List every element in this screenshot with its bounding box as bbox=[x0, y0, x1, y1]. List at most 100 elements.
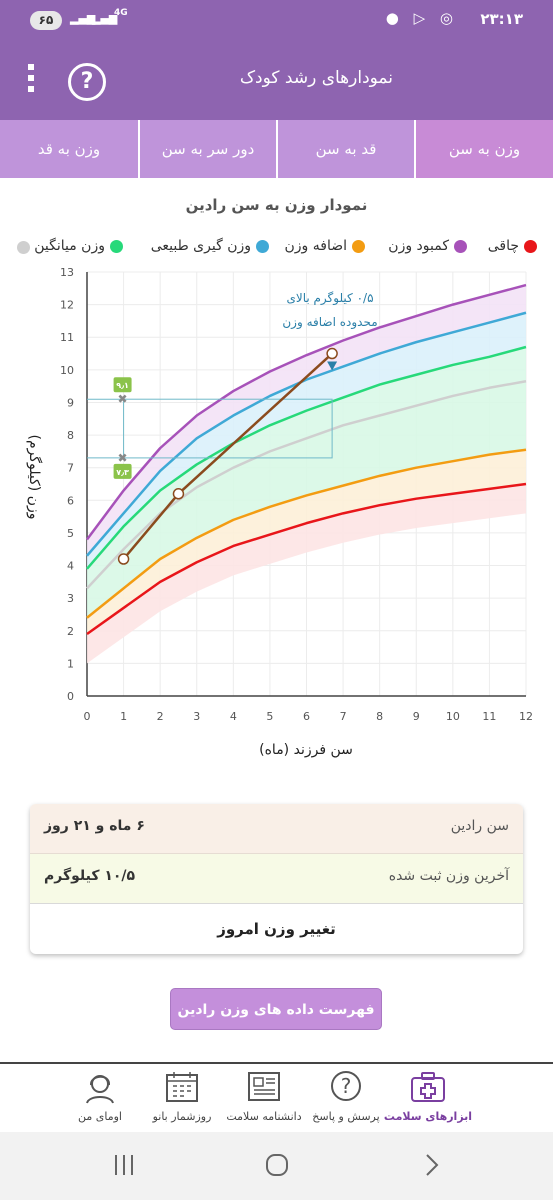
legend-item-normal: وزن گیری طبیعی bbox=[151, 238, 269, 254]
legend-item-obese: چاقی bbox=[488, 238, 537, 254]
y-tick-label: 13 bbox=[60, 266, 74, 279]
legend-dot-icon bbox=[17, 241, 30, 254]
overflow-menu-icon[interactable] bbox=[26, 64, 36, 98]
app-bar: ? نمودارهای رشد کودک bbox=[0, 40, 553, 120]
nav-health-tools[interactable]: ابزارهای سلامت bbox=[378, 1070, 478, 1123]
help-icon[interactable]: ? bbox=[68, 63, 106, 101]
bottom-navigation: ابزارهای سلامت ? پرسش و پاسخ دانشنامه سل… bbox=[0, 1062, 553, 1132]
percentile-band bbox=[87, 484, 526, 664]
percentile-curve bbox=[86, 345, 527, 570]
legend-dot-icon bbox=[352, 239, 365, 253]
age-row: سن رادین ۶ ماه و ۲۱ روز bbox=[30, 804, 523, 854]
y-axis-label: وزن (کیلوگرم) bbox=[26, 435, 43, 520]
percentile-band bbox=[87, 285, 526, 556]
app-title: نمودارهای رشد کودک bbox=[239, 68, 393, 88]
legend-item-average: وزن میانگین bbox=[34, 238, 123, 254]
weight-age-chart: ✖۹٫۱✖۷٫۳ 0 1 2 3 4 5 6 7 8 9 10 11 12012345678910111… bbox=[26, 266, 533, 758]
nav-label: ابزارهای سلامت bbox=[383, 1110, 473, 1123]
signal-icon: ▂▄▆ bbox=[70, 12, 96, 25]
signal-icon-2: ▂▄▆ bbox=[92, 12, 118, 25]
x-tick-label: 10 bbox=[446, 710, 460, 723]
profile-icon bbox=[86, 1075, 114, 1104]
age-value: ۶ ماه و ۲۱ روز bbox=[44, 818, 145, 834]
x-tick-label: 4 bbox=[230, 710, 237, 723]
legend-item-underweight: کمبود وزن bbox=[388, 238, 467, 254]
nav-calendar[interactable]: روزشمار بانو bbox=[132, 1070, 232, 1123]
y-tick-label: 9 bbox=[67, 396, 74, 409]
legend-item-overweight: اضافه وزن bbox=[285, 238, 365, 254]
nav-label: روزشمار بانو bbox=[152, 1110, 212, 1123]
tab-divider bbox=[276, 120, 278, 178]
x-tick-label: 5 bbox=[266, 710, 273, 723]
news-icon bbox=[248, 1072, 280, 1101]
range-label-text: ۹٫۱ bbox=[116, 381, 129, 390]
tab-divider bbox=[138, 120, 140, 178]
svg-text:?: ? bbox=[341, 1074, 352, 1098]
legend-dot-icon bbox=[110, 239, 123, 253]
annotation-arrow-icon bbox=[327, 361, 338, 371]
y-tick-label: 10 bbox=[60, 364, 74, 377]
status-bar: ۶۵ ▂▄▆ ▂▄▆ 4G ● ▷ ◎ ۲۳:۱۳ bbox=[0, 0, 553, 40]
x-tick-label: 12 bbox=[519, 710, 533, 723]
home-icon[interactable] bbox=[262, 1150, 292, 1180]
weight-list-button[interactable]: فهرست داده های وزن رادین bbox=[170, 988, 382, 1030]
x-axis-label: سن فرزند (ماه) bbox=[259, 742, 353, 758]
child-weight-point bbox=[172, 488, 185, 500]
x-tick-label: 7 bbox=[340, 710, 347, 723]
system-nav-bar bbox=[0, 1132, 553, 1200]
weight-row: آخرین وزن ثبت شده ۱۰/۵ کیلوگرم bbox=[30, 854, 523, 904]
percentile-curve bbox=[86, 482, 527, 636]
child-weight-point bbox=[117, 553, 130, 565]
notification-icons: ● ▷ ◎ bbox=[385, 9, 458, 27]
network-type: 4G bbox=[114, 8, 128, 18]
tab-head-age[interactable]: دور سر به سن bbox=[161, 140, 255, 158]
back-icon[interactable] bbox=[418, 1150, 448, 1180]
change-weight-button[interactable]: تغییر وزن امروز bbox=[217, 920, 336, 938]
tab-weight-age[interactable]: وزن به سن bbox=[416, 120, 553, 178]
range-label-badge bbox=[113, 377, 132, 393]
percentile-band bbox=[87, 312, 526, 569]
percentile-curve bbox=[86, 380, 527, 590]
nav-qa[interactable]: ? پرسش و پاسخ bbox=[296, 1070, 396, 1123]
range-marker-icon: ✖ bbox=[118, 392, 128, 406]
x-tick-label: 3 bbox=[193, 710, 200, 723]
y-tick-label: 1 bbox=[67, 657, 74, 670]
health-kit-icon bbox=[411, 1072, 445, 1102]
weight-value: ۱۰/۵ کیلوگرم bbox=[44, 868, 136, 884]
percentile-curve bbox=[86, 311, 527, 557]
annotation-line1: ۰/۵ کیلوگرم بالای bbox=[286, 291, 373, 306]
y-tick-label: 0 bbox=[67, 690, 74, 703]
chart-tabs: وزن به سن قد به سن دور سر به سن وزن به ق… bbox=[0, 120, 553, 178]
child-weight-point bbox=[326, 347, 338, 360]
annotation-line2: محدوده اضافه وزن bbox=[282, 315, 377, 330]
y-tick-label: 4 bbox=[67, 560, 74, 573]
y-tick-label: 3 bbox=[67, 592, 74, 605]
x-tick-label: 0 bbox=[84, 710, 91, 723]
weight-label: آخرین وزن ثبت شده bbox=[388, 868, 509, 884]
y-tick-label: 5 bbox=[67, 527, 74, 540]
x-tick-label: 1 bbox=[120, 710, 127, 723]
nav-profile[interactable]: اومای من bbox=[50, 1070, 150, 1123]
info-card: سن رادین ۶ ماه و ۲۱ روز آخرین وزن ثبت شد… bbox=[30, 804, 523, 954]
expected-range-box bbox=[123, 398, 333, 459]
legend-dot-icon bbox=[524, 239, 537, 253]
percentile-band bbox=[87, 381, 526, 618]
nav-label: دانشنامه سلامت bbox=[226, 1110, 302, 1123]
tab-height-age[interactable]: قد به سن bbox=[315, 140, 377, 158]
nav-encyclopedia[interactable]: دانشنامه سلامت bbox=[214, 1070, 314, 1123]
percentile-curve bbox=[85, 283, 527, 541]
y-tick-label: 6 bbox=[67, 494, 74, 507]
tab-divider bbox=[414, 120, 416, 178]
x-tick-label: 8 bbox=[376, 710, 383, 723]
y-tick-label: 11 bbox=[60, 331, 74, 344]
percentile-band bbox=[87, 449, 526, 635]
x-tick-label: 6 bbox=[303, 710, 310, 723]
range-label-badge bbox=[113, 463, 132, 479]
tab-weight-height[interactable]: وزن به قد bbox=[37, 140, 101, 158]
y-tick-label: 2 bbox=[67, 625, 74, 638]
range-label-text: ۷٫۳ bbox=[116, 468, 129, 477]
age-label: سن رادین bbox=[450, 818, 509, 834]
recent-apps-icon[interactable] bbox=[110, 1150, 140, 1180]
question-icon: ? bbox=[331, 1071, 361, 1101]
y-tick-label: 7 bbox=[67, 462, 74, 475]
